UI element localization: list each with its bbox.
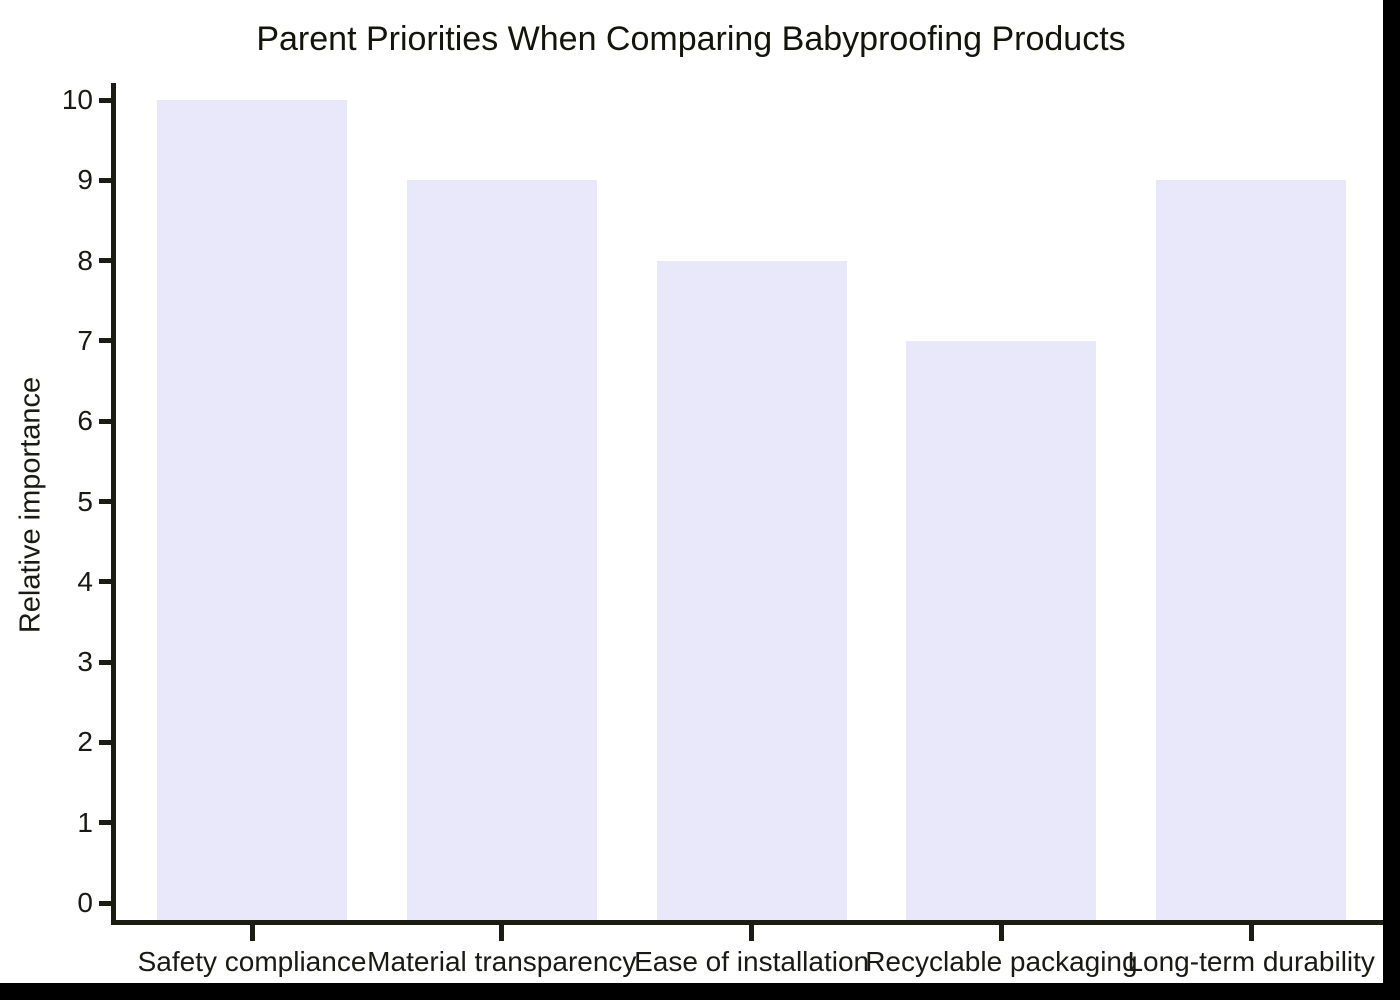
- y-tick-label-2: 2: [77, 726, 93, 758]
- bar-3: [906, 340, 1097, 920]
- x-tick-3: [998, 925, 1004, 941]
- y-tick-8: [99, 258, 111, 264]
- y-tick-6: [99, 418, 111, 424]
- x-tick-0: [249, 925, 255, 941]
- y-tick-5: [99, 499, 111, 504]
- x-tick-2: [749, 925, 755, 941]
- x-tick-1: [499, 925, 505, 941]
- chart-title: Parent Priorities When Comparing Babypro…: [256, 20, 1126, 58]
- x-tick-label-3: Recyclable packaging: [865, 946, 1138, 977]
- y-tick-9: [99, 177, 111, 183]
- bar-4: [1156, 180, 1347, 920]
- y-tick-0: [99, 900, 111, 906]
- y-tick-10: [99, 97, 111, 103]
- y-tick-2: [99, 739, 111, 745]
- bar-2: [656, 260, 847, 920]
- y-tick-label-1: 1: [77, 806, 93, 838]
- chart-canvas: Parent Priorities When Comparing Babypro…: [0, 0, 1383, 983]
- y-tick-label-7: 7: [77, 324, 93, 356]
- y-tick-label-5: 5: [77, 485, 93, 517]
- y-tick-label-4: 4: [77, 565, 93, 597]
- y-tick-label-6: 6: [77, 405, 93, 437]
- x-tick-label-2: Ease of installation: [634, 946, 870, 977]
- x-tick-label-0: Safety compliance: [137, 946, 367, 977]
- y-tick-7: [99, 338, 111, 344]
- y-tick-1: [99, 820, 111, 826]
- y-tick-label-0: 0: [77, 887, 93, 918]
- bar-1: [406, 180, 597, 920]
- bar-0: [157, 100, 347, 920]
- x-tick-label-4: Long-term durability: [1127, 946, 1375, 977]
- y-tick-4: [99, 579, 111, 585]
- x-tick-4: [1248, 925, 1254, 941]
- y-tick-label-10: 10: [61, 84, 93, 115]
- y-tick-3: [99, 659, 111, 665]
- x-tick-label-1: Material transparency: [367, 946, 637, 977]
- y-tick-label-3: 3: [77, 646, 93, 678]
- x-axis-line: [111, 920, 1383, 925]
- y-axis-line: [111, 83, 116, 925]
- y-tick-label-8: 8: [77, 244, 93, 276]
- y-tick-label-9: 9: [77, 164, 93, 196]
